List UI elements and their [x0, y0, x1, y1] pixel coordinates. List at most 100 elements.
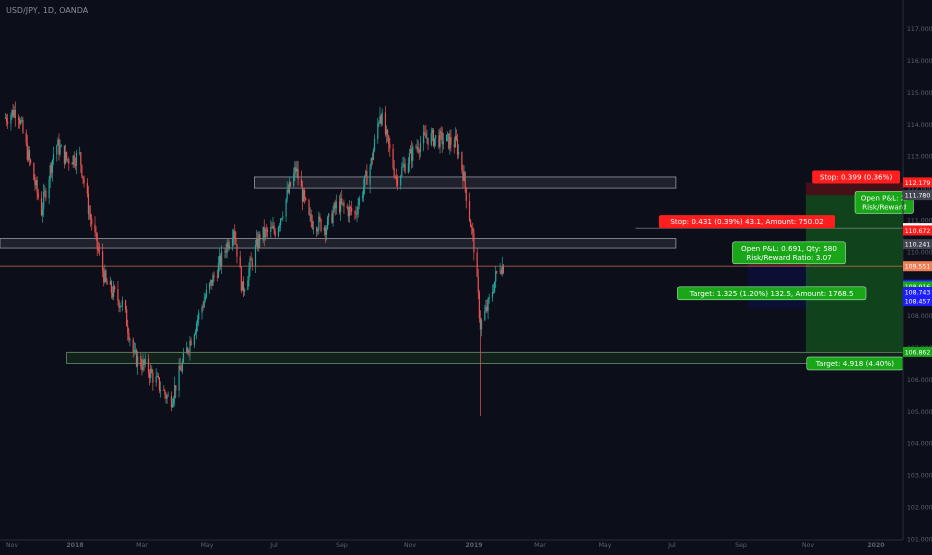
- candle-body: [318, 216, 320, 230]
- candle-body: [338, 201, 341, 213]
- target-label-1-text: Target: 1.325 (1.20%) 132.5, Amount: 176…: [689, 289, 854, 298]
- candle-body: [203, 300, 205, 308]
- zone-rect[interactable]: [0, 238, 677, 249]
- y-tick-label: 104.000: [907, 441, 932, 448]
- price-tag-box[interactable]: [903, 225, 932, 236]
- candle-body: [480, 320, 483, 330]
- y-tick-label: 102.000: [907, 504, 932, 511]
- candle-body: [25, 132, 27, 144]
- open-pnl-label-2-text: Open P&L: 2.: [861, 193, 908, 202]
- stop-label-1-text: Stop: 0.399 (0.36%): [820, 172, 893, 181]
- candle-body: [425, 133, 427, 138]
- candle-body: [28, 150, 31, 160]
- candle-body: [134, 350, 136, 352]
- price-tag-box[interactable]: [903, 281, 932, 292]
- open-pnl-label-1-box[interactable]: [732, 241, 846, 265]
- candle-body: [204, 297, 206, 301]
- candle-body: [49, 165, 51, 180]
- price-tag-box[interactable]: [903, 261, 932, 272]
- candle-body: [235, 238, 237, 245]
- candle-body: [231, 238, 234, 246]
- candle-body: [274, 230, 276, 237]
- candle-body: [82, 176, 84, 179]
- candle-body: [68, 159, 70, 164]
- candle-body: [465, 187, 467, 202]
- candle-body: [94, 224, 96, 232]
- candle-body: [10, 115, 12, 124]
- candle-body: [202, 306, 204, 308]
- candle-body: [12, 109, 14, 117]
- open-pnl-label-2-box[interactable]: [854, 191, 914, 214]
- candle-body: [182, 353, 185, 363]
- candle-body: [378, 122, 380, 124]
- candle-body: [71, 163, 73, 165]
- candle-body: [79, 152, 81, 154]
- candle-body: [427, 137, 429, 145]
- candle-body: [144, 358, 146, 365]
- price-tag-text: 106.862: [905, 349, 931, 356]
- candle-body: [36, 180, 38, 193]
- y-tick-label: 117.000: [907, 26, 932, 33]
- candle-body: [334, 203, 336, 209]
- candle-body: [287, 189, 289, 193]
- price-tag-box[interactable]: [903, 177, 932, 188]
- candle-body: [167, 395, 169, 397]
- candle-body: [50, 165, 52, 173]
- y-tick-label: 114.000: [907, 122, 932, 129]
- candle-body: [476, 252, 478, 277]
- candle-body: [331, 213, 333, 223]
- candle-body: [277, 227, 280, 237]
- x-tick-label: Nov: [6, 542, 18, 549]
- candle-body: [435, 135, 437, 139]
- candle-body: [81, 165, 83, 177]
- price-tag-box[interactable]: [903, 286, 932, 297]
- candle-body: [499, 270, 501, 272]
- time-axis[interactable]: Nov 2018 Mar May Jul Sep Nov 2019 Mar May Jul Sep No…: [6, 542, 885, 549]
- lines-layer: [0, 227, 903, 267]
- candle-body: [401, 166, 403, 176]
- stop-label-2-box[interactable]: [659, 215, 835, 229]
- target-label-1-box[interactable]: [677, 286, 867, 301]
- candle-body: [402, 165, 404, 167]
- candle-body: [124, 300, 127, 310]
- candle-body: [212, 275, 214, 286]
- candle-body: [484, 311, 486, 321]
- price-tag-box[interactable]: [903, 296, 932, 307]
- candle-body: [328, 213, 330, 218]
- candle-body: [57, 139, 59, 146]
- candle-body: [488, 297, 490, 299]
- candle-body: [333, 203, 335, 212]
- candle-body: [37, 192, 39, 198]
- open-pnl-label-2-text: Risk/Reward: [862, 202, 906, 211]
- zone-rect[interactable]: [66, 351, 904, 364]
- stop-label-1-box[interactable]: [812, 170, 900, 184]
- candle-body: [33, 163, 35, 181]
- price-tag-box[interactable]: [903, 239, 932, 250]
- candle-body: [462, 169, 464, 181]
- candle-body: [150, 368, 152, 379]
- candle-body: [325, 228, 328, 235]
- candle-body: [105, 270, 107, 281]
- candle-body: [151, 368, 153, 373]
- candle-body: [58, 139, 60, 155]
- candle-body: [305, 197, 307, 200]
- candle-body: [400, 175, 402, 186]
- candle-body: [471, 227, 473, 228]
- candle-body: [496, 271, 498, 273]
- candle-body: [188, 352, 190, 353]
- candle-body: [148, 372, 151, 379]
- price-tag-box[interactable]: [903, 190, 932, 201]
- candle-body: [408, 153, 411, 164]
- candle-body: [388, 135, 390, 145]
- candle-body: [416, 147, 418, 148]
- candle-body: [373, 138, 376, 151]
- candle-body: [27, 150, 29, 160]
- candle-body: [60, 145, 62, 148]
- price-tag-box[interactable]: [903, 346, 932, 357]
- x-tick-label: May: [201, 542, 214, 549]
- candle-body: [312, 228, 314, 229]
- candle-body: [426, 137, 428, 139]
- candle-body: [72, 155, 74, 165]
